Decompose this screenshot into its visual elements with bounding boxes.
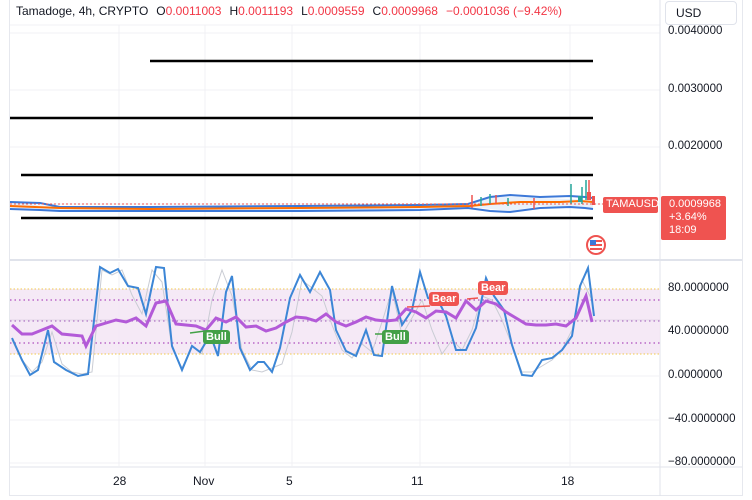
candles [471,180,595,209]
time-tick: 11 [411,474,424,488]
indicator-tick: 0.0000000 [668,369,723,381]
bear-marker[interactable]: Bear [429,292,460,306]
symbol-title[interactable]: Tamadoge, 4h, CRYPTO [16,4,149,18]
indicator-tick: 80.0000000 [668,282,729,294]
price-tick: 0.0040000 [668,25,723,37]
symbol-legend[interactable]: Tamadoge, 4h, CRYPTO O 0.0011003 H 0.00111… [16,4,562,18]
time-tick: 18 [561,474,575,488]
ohlc-open: O 0.0011003 [156,4,222,18]
current-price: 0.0009968 [669,198,721,210]
ohlc-close: C 0.0009968 [372,4,438,18]
currency-button[interactable]: USD [665,1,737,25]
price-tick: 0.0030000 [668,83,723,95]
time-tick: 28 [113,474,127,488]
osc-grid [10,262,660,467]
current-change: +3.64% [669,211,707,223]
price-tick: 0.0020000 [668,140,723,152]
bull-marker[interactable]: Bull [203,330,230,344]
bull-marker[interactable]: Bull [382,330,409,344]
indicator-tick: −80.0000000 [668,456,736,468]
indicator-tick: 40.0000000 [668,325,729,337]
time-tick: Nov [193,474,215,488]
price-change: −0.0001036 (−9.42%) [445,4,563,18]
ohlc-high: H 0.0011193 [229,4,294,18]
bear-marker[interactable]: Bear [478,281,509,295]
time-tick: 5 [286,474,293,488]
us-flag-icon [586,235,606,255]
indicator-tick: −40.0000000 [668,413,736,425]
current-price-tag: 0.0009968 +3.64% 18:09 [661,196,726,240]
chart-border [9,0,743,496]
horizontal-levels [10,59,593,220]
bar-countdown: 18:09 [669,224,697,236]
symbol-price-tag: TAMAUSD [603,197,659,213]
ohlc-low: L 0.0009559 [301,4,365,18]
